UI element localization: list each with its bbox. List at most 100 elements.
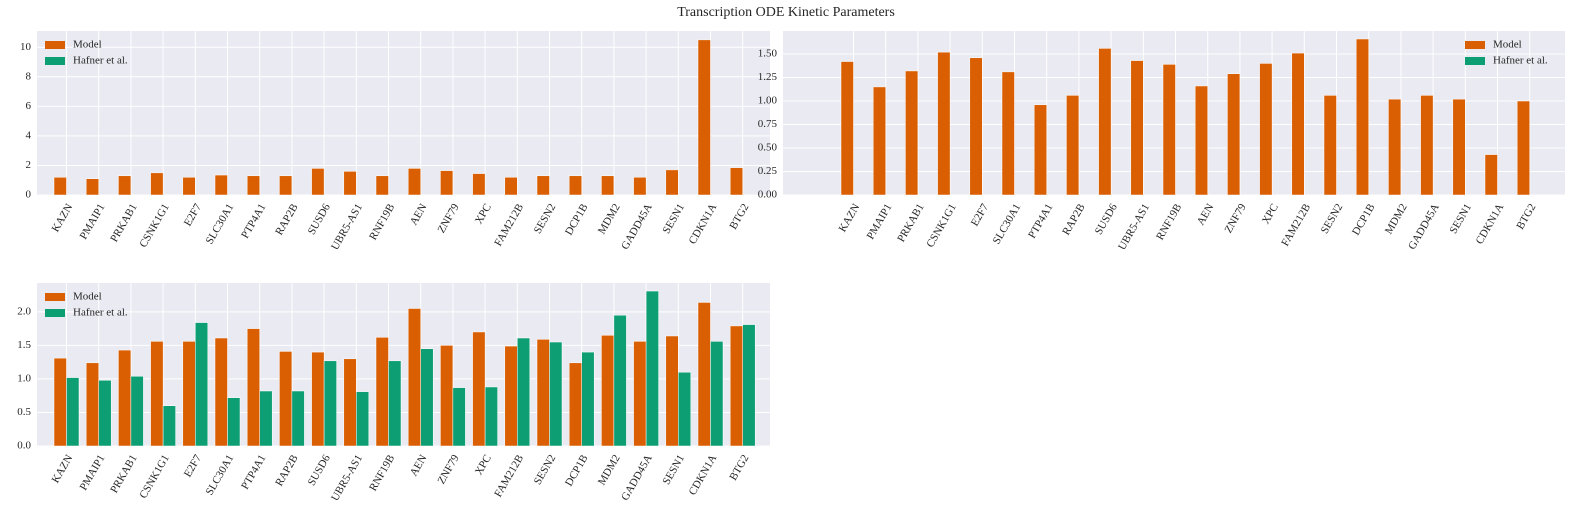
bar (85, 362, 99, 447)
legend-swatch (45, 41, 65, 49)
bar (697, 39, 711, 196)
y-tick-label: 6 (26, 100, 32, 112)
x-tick-label: E2F7 (182, 452, 205, 479)
x-tick-label: ZNF79 (435, 201, 462, 235)
x-tick-label: SESN1 (660, 202, 687, 236)
bar (601, 335, 615, 447)
bar (633, 341, 647, 447)
bar (375, 175, 389, 196)
x-tick-label: FAM212B (1279, 202, 1313, 249)
bar (227, 397, 241, 447)
y-tick-label: 1.5 (17, 339, 31, 351)
x-tick-label: SUSD6 (306, 201, 333, 237)
bar (98, 380, 112, 447)
x-tick-label: KAZN (50, 453, 76, 486)
bar (407, 168, 421, 196)
bar (407, 308, 421, 447)
bar (279, 175, 293, 196)
bar (484, 386, 498, 447)
x-tick-label: PMAIP1 (78, 453, 108, 493)
x-tick-label: PRKAB1 (108, 202, 139, 245)
x-tick-label: RAP2B (1060, 202, 1088, 238)
x-tick-label: MDM2 (596, 202, 623, 237)
bar (568, 175, 582, 196)
bar (504, 345, 518, 447)
bar (162, 405, 176, 447)
bar (246, 328, 260, 447)
x-tick-label: AEN (1195, 202, 1217, 228)
x-tick-label: UBR5-AS1 (1116, 202, 1152, 252)
x-tick-label: KAZN (837, 202, 863, 235)
bar (118, 175, 132, 196)
x-tick-label: PRKAB1 (108, 453, 139, 496)
y-tick-label: 0 (26, 189, 32, 201)
x-tick-label: PTP4A1 (1026, 202, 1055, 241)
x-tick-label: KAZN (50, 202, 76, 235)
x-tick-label: SLC30A1 (991, 202, 1024, 247)
bar (85, 178, 99, 196)
bar (440, 170, 454, 196)
x-tick-label: GADD45A (619, 453, 655, 503)
bar (214, 337, 228, 447)
plot-background (37, 31, 770, 195)
bar (53, 177, 67, 196)
bar (840, 61, 854, 196)
y-tick-label: 4 (26, 129, 32, 141)
y-tick-label: 1.00 (758, 95, 778, 107)
x-tick-label: E2F7 (182, 201, 205, 228)
x-tick-label: DCP1B (563, 202, 591, 238)
bar (536, 339, 550, 447)
legend-label: Hafner et al. (73, 307, 128, 319)
bar (504, 177, 518, 196)
bar (246, 175, 260, 196)
x-tick-label: CDKN1A (687, 453, 720, 498)
y-tick-label: 1.0 (17, 372, 31, 384)
x-tick-label: RNF19B (367, 453, 397, 493)
legend-swatch (1465, 57, 1485, 65)
y-tick-label: 0.75 (758, 118, 778, 130)
figure-title: Transcription ODE Kinetic Parameters (677, 5, 895, 20)
x-tick-label: AEN (408, 453, 430, 479)
bar (1516, 100, 1530, 196)
x-tick-label: SESN2 (532, 453, 559, 487)
bar (742, 324, 756, 447)
bar (1259, 63, 1273, 196)
bar (1452, 98, 1466, 196)
x-tick-label: RNF19B (367, 202, 397, 242)
x-tick-label: FAM212B (492, 453, 526, 500)
x-tick-label: BTG2 (727, 202, 751, 232)
x-tick-label: RAP2B (273, 453, 301, 489)
y-tick-label: 2 (26, 159, 32, 171)
bar (710, 341, 724, 447)
x-tick-label: PMAIP1 (78, 202, 108, 242)
legend-label: Model (73, 291, 102, 303)
bar (343, 358, 357, 447)
y-tick-label: 0.0 (17, 440, 31, 452)
bar (905, 70, 919, 196)
bar (150, 341, 164, 447)
bar (729, 167, 743, 196)
x-tick-label: SLC30A1 (204, 453, 237, 498)
x-tick-label: UBR5-AS1 (329, 202, 365, 252)
bar (375, 337, 389, 447)
bar (311, 351, 325, 447)
legend-swatch (45, 309, 65, 317)
bar (969, 57, 983, 196)
x-tick-label: AEN (408, 202, 430, 228)
bar (729, 325, 743, 447)
bar (697, 302, 711, 447)
bar (872, 86, 886, 196)
x-tick-label: CSNK1G1 (137, 453, 172, 501)
x-tick-label: DCP1B (1350, 202, 1378, 238)
x-tick-label: FAM212B (492, 202, 526, 249)
bar (472, 173, 486, 196)
bar (323, 360, 337, 447)
bar (53, 357, 67, 447)
bar (568, 362, 582, 447)
x-tick-label: PTP4A1 (239, 202, 268, 241)
bar (1098, 48, 1112, 196)
x-tick-label: RAP2B (273, 202, 301, 238)
x-tick-label: SUSD6 (306, 452, 333, 488)
x-tick-label: E2F7 (969, 201, 992, 228)
